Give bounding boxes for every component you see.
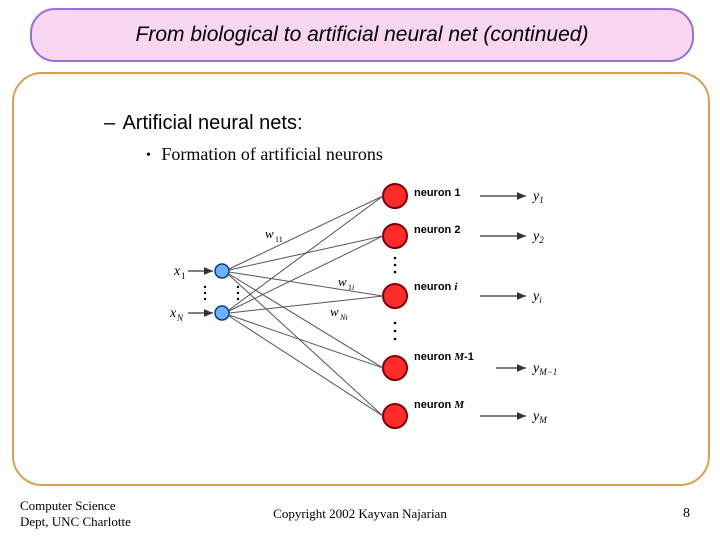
- ellipsis-dot: [204, 292, 206, 294]
- ellipsis-dot: [204, 298, 206, 300]
- input-node-N: [215, 306, 229, 320]
- bullet1-text: Artificial neural nets:: [122, 112, 302, 134]
- output-y1: y1: [531, 189, 544, 205]
- neuron-M-label: neuron M: [414, 399, 465, 411]
- footer-page-number: 8: [683, 506, 690, 522]
- footer-copyright: Copyright 2002 Kayvan Najarian: [0, 506, 720, 522]
- ellipsis-dot: [394, 271, 397, 274]
- ellipsis-dot: [237, 298, 239, 300]
- weight-w11: w: [265, 226, 274, 241]
- output-yM: yM: [531, 409, 547, 425]
- ellipsis-dot: [394, 322, 397, 325]
- neural-net-diagram: x 1 x N w 11 w 1i w Ni neuron 1 neuron 2…: [170, 178, 570, 438]
- dash-icon: –: [104, 112, 118, 135]
- weight-w1i: w: [338, 274, 347, 289]
- output-y2: y2: [531, 229, 544, 245]
- input-xN-sub: N: [176, 313, 184, 323]
- neuron-1: [383, 184, 407, 208]
- input-x1-sub: 1: [181, 271, 186, 281]
- bullet-dot-icon: •: [146, 148, 151, 163]
- neuron-i-label: neuron i: [414, 281, 458, 293]
- ellipsis-dot: [204, 286, 206, 288]
- title-box: From biological to artificial neural net…: [30, 8, 694, 62]
- output-yi: yi: [531, 289, 542, 305]
- edge: [229, 296, 383, 313]
- ellipsis-dot: [237, 292, 239, 294]
- edge: [229, 274, 383, 368]
- bullet2-text: Formation of artificial neurons: [161, 144, 382, 164]
- input-node-1: [215, 264, 229, 278]
- neuron-M: [383, 404, 407, 428]
- neuron-i: [383, 284, 407, 308]
- neuron-2: [383, 224, 407, 248]
- ellipsis-dot: [394, 330, 397, 333]
- bullet-level-1: – Artificial neural nets:: [104, 112, 303, 135]
- input-x1-label: x: [173, 264, 181, 279]
- weight-w11-sub: 11: [275, 235, 283, 244]
- page-title: From biological to artificial neural net…: [136, 23, 589, 47]
- bullet-level-2: • Formation of artificial neurons: [146, 144, 383, 165]
- edge: [229, 275, 383, 416]
- output-yM-1: yM−1: [531, 361, 557, 377]
- neuron-1-label: neuron 1: [414, 187, 460, 199]
- ellipsis-dot: [394, 338, 397, 341]
- edge: [229, 315, 383, 368]
- edge: [229, 236, 383, 311]
- neuron-M-1: [383, 356, 407, 380]
- input-xN-label: x: [170, 306, 177, 321]
- ellipsis-dot: [394, 264, 397, 267]
- weight-wNi: w: [330, 304, 339, 319]
- edge: [229, 196, 383, 269]
- weight-w1i-sub: 1i: [348, 283, 354, 292]
- ellipsis-dot: [237, 286, 239, 288]
- weight-wNi-sub: Ni: [339, 313, 348, 322]
- ellipsis-dot: [394, 257, 397, 260]
- edge: [229, 316, 383, 416]
- neuron-M-1-label: neuron M-1: [414, 351, 474, 363]
- neuron-2-label: neuron 2: [414, 224, 460, 236]
